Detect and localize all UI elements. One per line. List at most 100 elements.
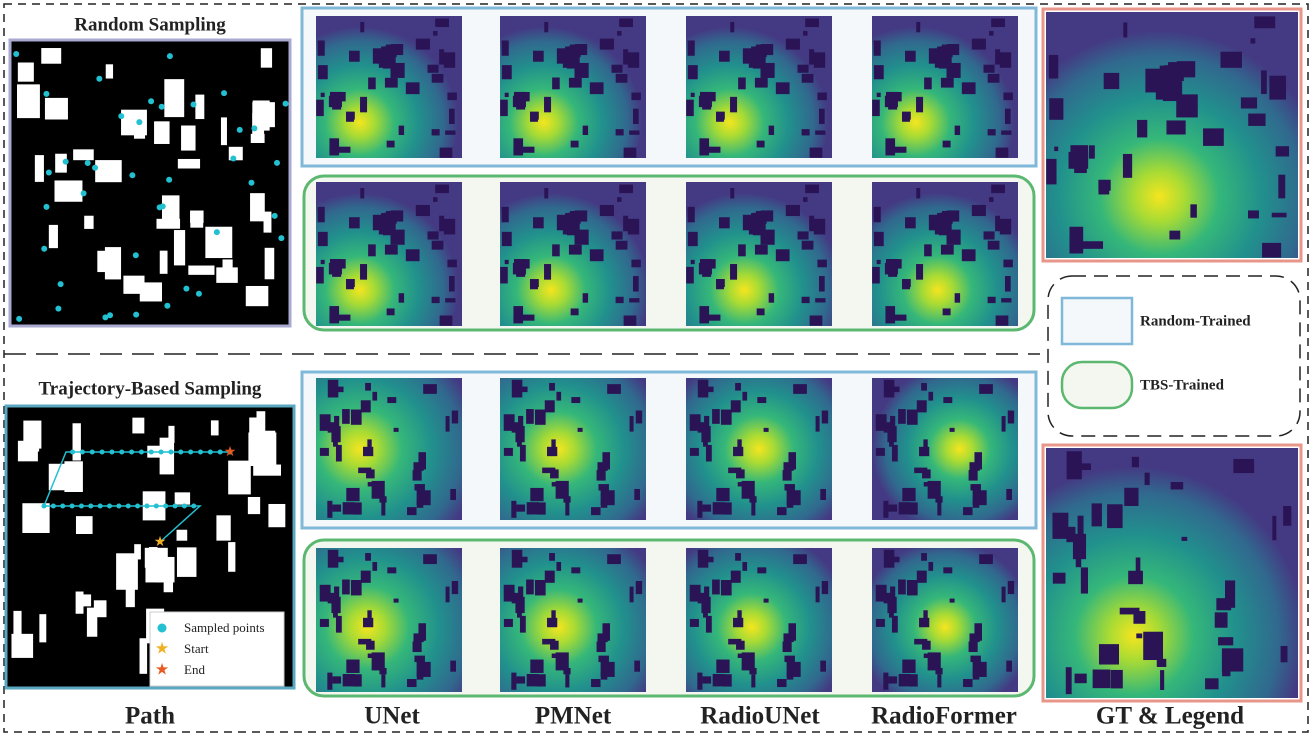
- building: [320, 585, 331, 602]
- building: [407, 507, 417, 515]
- building: [563, 668, 570, 674]
- building: [802, 129, 810, 135]
- building: [1005, 276, 1011, 292]
- sample-point: [55, 306, 61, 312]
- building: [444, 52, 455, 67]
- building: [822, 411, 828, 424]
- building: [1067, 451, 1082, 479]
- legend-swatch: [1062, 298, 1132, 344]
- building: [500, 267, 508, 284]
- building: [337, 147, 350, 153]
- building: [387, 397, 396, 403]
- building: [1233, 459, 1254, 473]
- sample-point: [230, 156, 236, 162]
- building: [1248, 210, 1259, 218]
- building: [552, 654, 557, 658]
- building: [597, 641, 606, 652]
- building: [624, 148, 637, 158]
- building: [872, 267, 880, 284]
- section-title: Trajectory-Based Sampling: [39, 378, 262, 399]
- building: [413, 462, 423, 471]
- building: [624, 315, 637, 325]
- building: [17, 84, 40, 118]
- building: [690, 448, 699, 456]
- building: [1073, 534, 1086, 559]
- building: [802, 74, 814, 83]
- building: [730, 22, 734, 32]
- building: [1046, 159, 1056, 185]
- sample-point: [278, 235, 284, 241]
- sample-point: [183, 286, 189, 292]
- building: [343, 674, 355, 686]
- building: [321, 260, 325, 264]
- building: [1123, 22, 1127, 37]
- building: [924, 244, 932, 256]
- building: [1006, 661, 1012, 672]
- building: [590, 82, 604, 94]
- building: [787, 501, 794, 508]
- building: [1054, 147, 1058, 152]
- building: [446, 587, 450, 603]
- building: [1156, 80, 1169, 99]
- building: [565, 674, 569, 687]
- building: [805, 185, 819, 194]
- building: [358, 468, 371, 474]
- building: [761, 210, 773, 221]
- building: [601, 673, 608, 680]
- building: [787, 673, 794, 680]
- building: [716, 660, 729, 673]
- heatmap: [1046, 12, 1298, 258]
- building: [1272, 213, 1287, 218]
- building: [636, 581, 642, 594]
- building: [520, 445, 526, 462]
- building: [246, 286, 269, 306]
- sample-point: [13, 51, 19, 57]
- sample-point: [41, 246, 47, 252]
- building: [1145, 473, 1150, 485]
- building: [601, 501, 608, 508]
- building: [784, 656, 794, 662]
- building: [907, 410, 918, 425]
- building: [874, 207, 881, 222]
- building: [428, 231, 439, 239]
- building: [777, 507, 787, 515]
- building: [549, 383, 555, 391]
- building: [597, 470, 606, 480]
- building: [742, 562, 747, 571]
- building: [886, 259, 898, 268]
- sample-point: [98, 504, 103, 509]
- building: [817, 92, 826, 100]
- building: [962, 82, 976, 94]
- building: [1137, 120, 1147, 138]
- building: [1092, 503, 1102, 526]
- building: [516, 676, 525, 683]
- building: [619, 18, 633, 27]
- building: [583, 293, 588, 302]
- building: [381, 502, 385, 515]
- sample-point: [274, 160, 280, 166]
- building: [1098, 188, 1109, 194]
- sample-point: [182, 504, 187, 509]
- building: [511, 501, 516, 518]
- building: [343, 502, 355, 514]
- building: [784, 484, 794, 490]
- building: [1182, 537, 1188, 541]
- building: [749, 496, 756, 502]
- building: [735, 553, 741, 561]
- sample-point: [196, 291, 202, 297]
- building: [351, 580, 362, 595]
- building: [413, 470, 422, 480]
- building: [575, 44, 587, 55]
- building: [996, 148, 1009, 158]
- building: [49, 225, 58, 248]
- building: [914, 639, 927, 645]
- building: [688, 65, 698, 79]
- sample-point: [148, 98, 154, 104]
- building: [1262, 243, 1281, 258]
- building: [190, 211, 204, 223]
- building: [820, 661, 826, 672]
- building: [686, 267, 694, 284]
- building: [815, 130, 825, 134]
- building: [449, 109, 455, 124]
- building: [35, 155, 44, 182]
